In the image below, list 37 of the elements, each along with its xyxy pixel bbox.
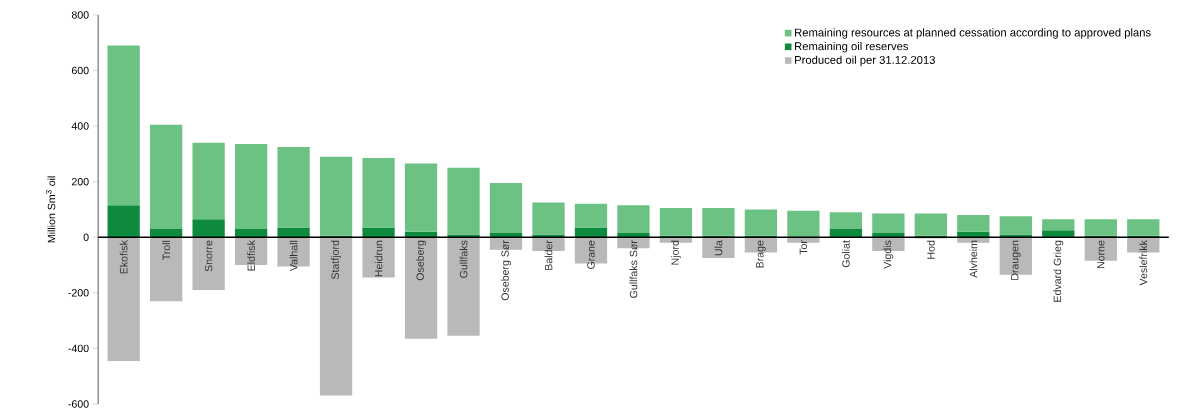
x-tick-label: Troll <box>162 240 171 261</box>
x-tick-label: Goliat <box>841 240 850 268</box>
x-tick-label: Ekofisk <box>119 240 128 274</box>
x-tick-label: Veslefrikk <box>1139 240 1148 286</box>
x-tick-label: Gullfaks Sør <box>629 240 638 298</box>
x-tick-label: Eldfisk <box>247 240 255 271</box>
y-tick-label: -200 <box>68 289 89 297</box>
legend-label: Produced oil per 31.12.2013 <box>795 55 935 67</box>
x-tick-label: Gullfaks <box>459 240 468 278</box>
x-tick-label: Alvheim <box>969 240 978 278</box>
y-tick-label: -600 <box>68 400 89 408</box>
y-tick-label: 600 <box>71 66 89 75</box>
x-tick-label: Edvard Grieg <box>1053 240 1064 302</box>
legend-label: Remaining oil reserves <box>795 42 909 53</box>
y-tick-label: 200 <box>71 177 89 186</box>
x-tick-label: Heidrun <box>374 240 383 277</box>
y-tick-label: 800 <box>71 11 89 19</box>
x-tick-label: Hod <box>926 240 935 259</box>
x-tick-label: Grane <box>587 240 595 270</box>
x-tick-label: Balder <box>544 240 553 270</box>
y-tick-label: 0 <box>83 233 89 242</box>
y-axis-title: Million Sm$^{3}$ oil <box>45 176 56 243</box>
x-tick-label: Valhall <box>289 240 298 272</box>
x-tick-label: Njord <box>671 240 681 265</box>
x-tick-label: Brage <box>756 240 766 268</box>
x-tick-label: Draugen <box>1011 240 1021 280</box>
x-tick-label: Oseberg <box>416 240 426 281</box>
x-tick-label: Norne <box>1097 240 1105 269</box>
x-tick-label: Statfjord <box>331 240 342 280</box>
y-tick-label: -400 <box>68 344 89 353</box>
legend-label: Remaining resources at planned cessation according to approved plans <box>795 28 1151 39</box>
x-tick-label: Vigdis <box>883 240 894 269</box>
x-tick-label: Ula <box>714 240 723 256</box>
x-tick-label: Tor <box>799 240 808 255</box>
y-tick-label: 400 <box>71 122 89 130</box>
x-tick-label: Snorre <box>204 240 213 272</box>
x-tick-label: Oseberg Sør <box>501 240 511 301</box>
